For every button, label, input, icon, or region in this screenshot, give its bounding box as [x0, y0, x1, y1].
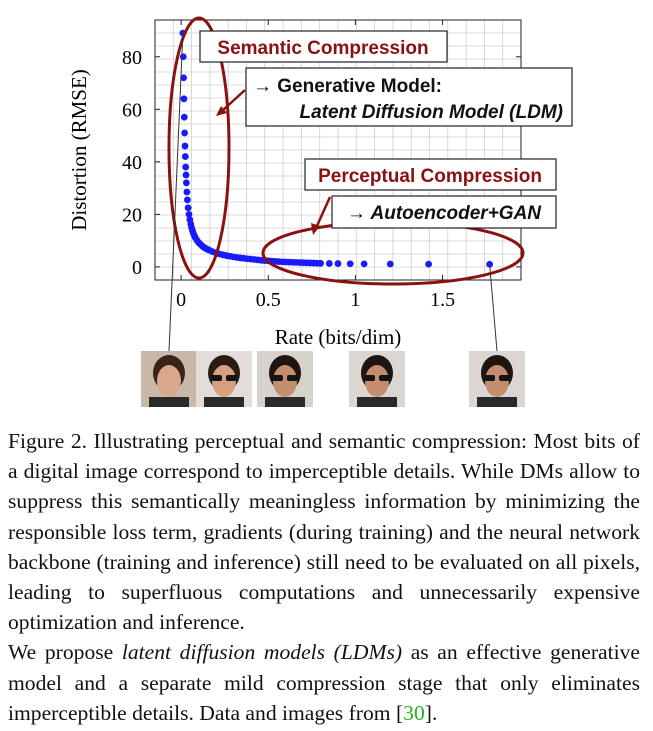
figure-caption: Figure 2. Illustrating perceptual and se…	[8, 426, 640, 728]
data-point	[181, 142, 189, 150]
face-thumb-1	[141, 351, 197, 407]
data-point	[360, 260, 368, 268]
perceptual-arrow	[314, 196, 332, 229]
data-point	[181, 129, 189, 137]
y-tick-label: 60	[122, 99, 142, 121]
caption-paragraph-2: We propose latent diffusion models (LDMs…	[8, 637, 640, 728]
x-tick-label: 1	[350, 289, 360, 311]
face-thumb-4	[349, 351, 405, 407]
perceptual-detail-box	[331, 195, 557, 229]
data-point	[185, 210, 193, 218]
perceptual-title-box	[304, 158, 557, 191]
x-axis-ticks: 0 0.5 1 1.5	[176, 20, 455, 311]
x-tick-label: 1.5	[430, 289, 455, 311]
caption-p2-italic: latent diffusion models (LDMs)	[121, 640, 403, 665]
y-axis-ticks: 0 20 40 60 80	[122, 47, 521, 279]
data-point	[182, 163, 190, 171]
semantic-ellipse	[167, 16, 231, 280]
data-point	[180, 113, 188, 121]
caption-p2-before: We propose	[8, 640, 122, 665]
data-series	[179, 29, 494, 268]
data-point	[180, 74, 187, 82]
data-point	[184, 204, 192, 212]
data-point	[181, 153, 189, 160]
y-tick-label: 0	[132, 257, 142, 279]
y-tick-label: 80	[122, 47, 142, 69]
face-thumb-2	[196, 351, 252, 407]
x-tick-label: 0.5	[256, 289, 281, 311]
data-point	[317, 259, 324, 267]
data-point	[182, 171, 190, 179]
x-axis-label: Rate (bits/dim)	[275, 325, 402, 349]
citation-open: [	[395, 700, 404, 725]
data-point	[386, 260, 394, 268]
y-axis-label: Distortion (RMSE)	[67, 69, 91, 231]
caption-paragraph-1: Figure 2. Illustrating perceptual and se…	[8, 429, 640, 635]
data-point	[334, 260, 342, 267]
connector-line	[489, 264, 498, 352]
perceptual-detail-line1: → Autoencoder+GAN	[347, 203, 542, 224]
face-thumb-5	[469, 351, 525, 407]
data-point	[184, 196, 191, 204]
caption-p2-after: as an effective generative model and a s…	[8, 640, 640, 725]
semantic-arrowhead	[216, 106, 227, 116]
rate-distortion-figure: 0 0.5 1 1.5 0 20 40 60 80 Rate (bits/dim) Disto…	[67, 16, 573, 407]
thumbnail-strip	[141, 33, 525, 407]
semantic-arrow	[221, 89, 246, 112]
data-point	[179, 53, 187, 61]
semantic-title-box	[199, 30, 448, 63]
data-point	[180, 95, 188, 103]
citation-close: ].	[424, 700, 438, 725]
data-point	[325, 260, 333, 267]
semantic-title: Semantic Compression	[217, 38, 428, 59]
data-point	[425, 260, 433, 268]
semantic-detail-box	[245, 67, 573, 127]
data-point	[183, 188, 191, 196]
connector-line	[168, 33, 184, 352]
x-tick-label: 0	[176, 289, 186, 311]
perceptual-title: Perceptual Compression	[318, 166, 542, 187]
semantic-detail-line1: → Generative Model:	[253, 76, 442, 97]
citation-link[interactable]: 30	[403, 700, 425, 725]
y-tick-label: 20	[122, 204, 142, 226]
perceptual-arrowhead	[311, 223, 320, 235]
y-tick-label: 40	[122, 152, 142, 174]
semantic-detail-line2: Latent Diffusion Model (LDM)	[299, 102, 563, 123]
face-thumb-3	[257, 351, 313, 407]
data-point	[182, 179, 190, 187]
data-point	[346, 260, 354, 268]
